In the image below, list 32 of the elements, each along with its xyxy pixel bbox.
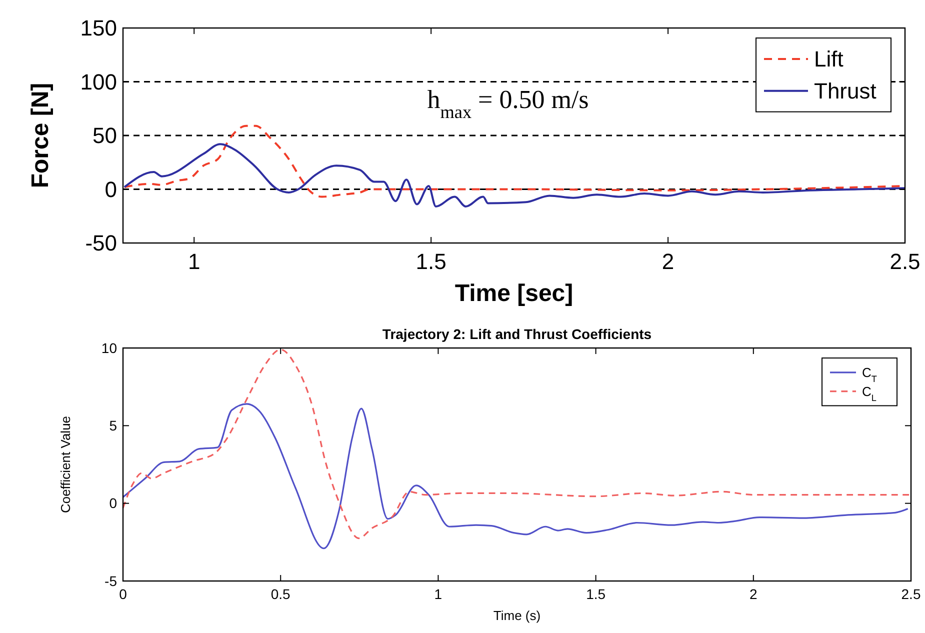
chart-title: Trajectory 2: Lift and Thrust Coefficients — [382, 326, 652, 342]
x-tick-label: 2.5 — [901, 586, 921, 602]
x-tick-label: 1.5 — [586, 586, 606, 602]
x-tick-label: 1.5 — [416, 249, 446, 274]
x-tick-label: 0.5 — [270, 586, 291, 602]
y-tick-label: 0 — [109, 495, 118, 512]
y-tick-label: 100 — [80, 69, 117, 94]
y-tick-label: 50 — [92, 123, 117, 148]
legend-label: C$_{T}$ — [862, 364, 878, 384]
x-tick-label: 2.5 — [890, 249, 920, 274]
y-axis-title: Coefficient Value — [58, 416, 73, 514]
x-tick-label: 0 — [119, 586, 128, 602]
legend-label: Lift — [814, 46, 844, 72]
x-tick-label: 1 — [188, 249, 200, 274]
x-axis-title: Time (s) — [493, 608, 541, 623]
y-tick-label: -5 — [104, 572, 118, 589]
y-tick-label: 10 — [101, 340, 118, 356]
y-axis-title: Force [N] — [27, 82, 54, 188]
line-series — [122, 348, 912, 540]
x-tick-label: 2 — [662, 249, 674, 274]
y-tick-label: 5 — [109, 418, 118, 434]
line-series — [122, 403, 909, 550]
legend-label: C$_{L}$ — [862, 384, 876, 403]
x-tick-label: 1 — [434, 586, 442, 602]
legend-label: Thrust — [814, 78, 876, 104]
y-tick-label: -50 — [85, 230, 117, 256]
annotation: h$_{max}$ = 0.50 m/s — [427, 85, 589, 122]
x-tick-label: 2 — [750, 586, 758, 602]
y-tick-label: 150 — [80, 16, 117, 41]
line-series — [123, 143, 906, 208]
x-axis-title: Time [sec] — [454, 280, 574, 307]
y-tick-label: 0 — [104, 176, 117, 202]
